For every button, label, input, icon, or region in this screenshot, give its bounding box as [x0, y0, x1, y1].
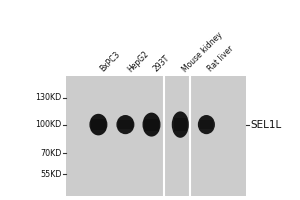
- Text: 130KD: 130KD: [36, 93, 62, 102]
- Text: 100KD: 100KD: [36, 120, 62, 129]
- Text: 70KD: 70KD: [40, 149, 62, 158]
- Text: 55KD: 55KD: [40, 170, 62, 179]
- Text: 293T: 293T: [152, 54, 171, 74]
- Ellipse shape: [89, 114, 107, 135]
- Text: HepG2: HepG2: [125, 49, 150, 74]
- Bar: [118, 120, 133, 129]
- Text: BxPC3: BxPC3: [98, 50, 122, 74]
- Bar: [91, 119, 106, 130]
- Text: SEL1L: SEL1L: [250, 120, 281, 130]
- Bar: [173, 118, 187, 131]
- Ellipse shape: [172, 111, 189, 138]
- Text: Rat liver: Rat liver: [206, 44, 236, 74]
- Ellipse shape: [116, 115, 134, 134]
- Ellipse shape: [198, 115, 215, 134]
- Bar: [200, 120, 213, 129]
- Text: Mouse kidney: Mouse kidney: [180, 30, 224, 74]
- Bar: [144, 119, 159, 131]
- Ellipse shape: [142, 113, 160, 137]
